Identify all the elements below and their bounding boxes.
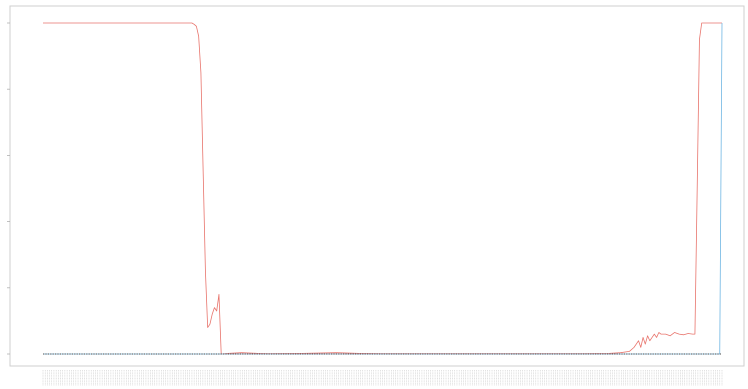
- series-line-0: [43, 22, 722, 355]
- x-tick-labels: [42, 370, 723, 386]
- series-line-1: [43, 22, 723, 355]
- plot-panel: [9, 5, 745, 367]
